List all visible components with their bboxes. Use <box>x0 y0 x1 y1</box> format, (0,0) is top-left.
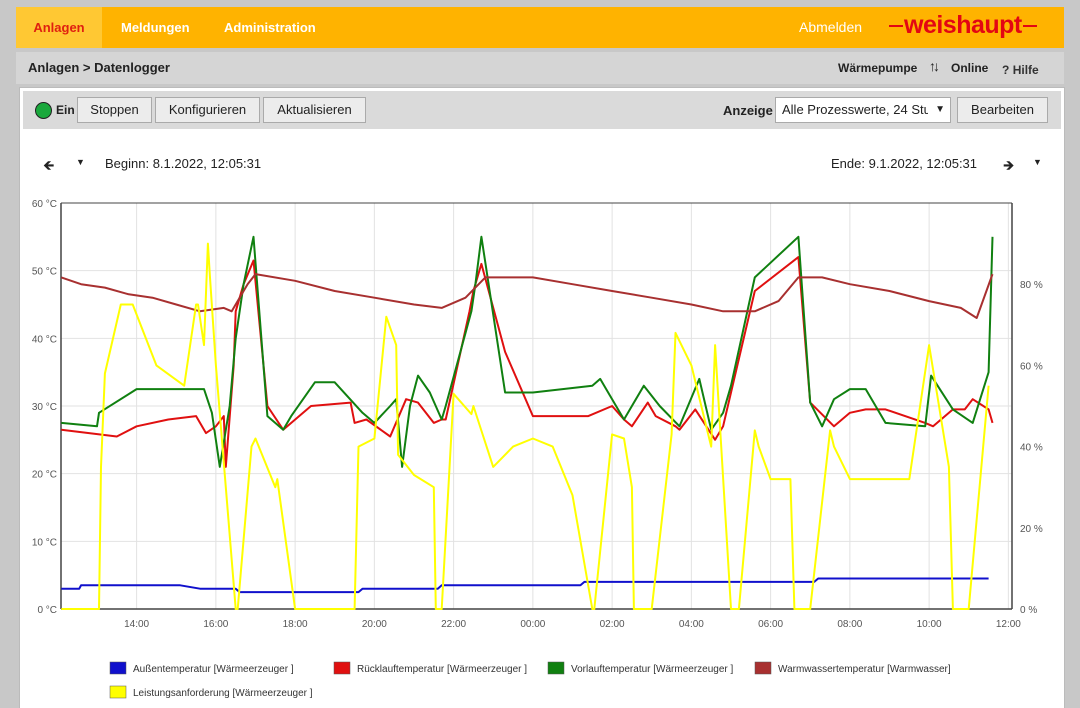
y-left-tick-label: 20 °C <box>32 470 57 481</box>
previous-menu-caret-icon[interactable]: ▼ <box>76 157 85 167</box>
breadcrumb: Anlagen > Datenlogger <box>28 60 170 75</box>
y-right-tick-label: 60 % <box>1020 361 1043 372</box>
series-line-4 <box>61 242 990 610</box>
y-left-tick-label: 30 °C <box>32 402 57 413</box>
x-tick-label: 00:00 <box>520 619 545 630</box>
display-select-value: Alle Prozesswerte, 24 Stunden <box>782 102 928 117</box>
y-right-tick-label: 0 % <box>1020 605 1037 616</box>
legend-swatch <box>109 685 127 699</box>
chart-axes: 14:00 16:00 18:00 20:00 22:00 00:00 02:00 04:00… <box>32 199 1043 630</box>
nav-meldungen[interactable]: Meldungen <box>121 20 190 35</box>
chart-legend: Außentemperatur [Wärmeerzeuger ] Rücklauf… <box>109 661 951 699</box>
display-select[interactable]: Alle Prozesswerte, 24 Stunden ▼ <box>775 97 951 123</box>
y-left-tick-label: 40 °C <box>32 334 57 345</box>
legend-swatch <box>547 661 565 675</box>
next-menu-caret-icon[interactable]: ▼ <box>1033 157 1042 167</box>
legend-label: Leistungsanforderung [Wärmeerzeuger ] <box>133 688 313 699</box>
question-mark-icon: ? <box>1002 63 1010 77</box>
legend-label: Vorlauftemperatur [Wärmeerzeuger ] <box>571 664 734 675</box>
update-button[interactable]: Aktualisieren <box>263 97 366 123</box>
logo-text: weishaupt <box>904 11 1022 39</box>
legend-swatch <box>333 661 351 675</box>
datalogger-panel: Ein Stoppen Konfigurieren Aktualisieren … <box>19 87 1065 708</box>
y-left-tick-label: 60 °C <box>32 199 57 210</box>
y-left-tick-label: 50 °C <box>32 267 57 278</box>
range-begin: Beginn: 8.1.2022, 12:05:31 <box>105 156 262 171</box>
help-label: Hilfe <box>1012 63 1039 77</box>
x-tick-label: 02:00 <box>600 619 625 630</box>
device-name: Wärmepumpe <box>838 61 918 75</box>
x-tick-label: 16:00 <box>203 619 228 630</box>
range-end: Ende: 9.1.2022, 12:05:31 <box>831 156 978 171</box>
series-line-3 <box>60 273 994 319</box>
series-line-0 <box>61 577 989 594</box>
y-right-tick-label: 80 % <box>1020 280 1043 291</box>
configure-button[interactable]: Konfigurieren <box>155 97 260 123</box>
next-arrow-icon[interactable]: 🡺 <box>1003 157 1015 173</box>
y-left-tick-label: 0 °C <box>37 605 57 616</box>
series-line-2 <box>61 235 994 468</box>
legend-label: Rücklauftemperatur [Wärmeerzeuger ] <box>357 664 527 675</box>
online-status: Online <box>951 61 989 75</box>
legend-swatch <box>109 661 127 675</box>
y-right-tick-label: 40 % <box>1020 443 1043 454</box>
x-tick-label: 18:00 <box>283 619 308 630</box>
chart-grid <box>61 203 1012 609</box>
toolbar: Ein Stoppen Konfigurieren Aktualisieren … <box>23 91 1061 129</box>
breadcrumb-bar: Anlagen > Datenlogger Wärmepumpe ↑↓ Onli… <box>16 52 1064 84</box>
y-left-tick-label: 10 °C <box>32 537 57 548</box>
logout-link[interactable]: Abmelden <box>799 19 863 35</box>
x-tick-label: 10:00 <box>917 619 942 630</box>
previous-arrow-icon[interactable]: 🡸 <box>43 157 55 173</box>
chart-series <box>60 235 994 610</box>
status-on-icon <box>35 102 52 119</box>
legend-label: Warmwassertemperatur [Warmwasser] <box>778 664 951 675</box>
x-tick-label: 22:00 <box>441 619 466 630</box>
weishaupt-logo: weishaupt <box>888 11 1038 43</box>
help-link[interactable]: ? Hilfe <box>1002 63 1039 77</box>
x-tick-label: 06:00 <box>758 619 783 630</box>
up-down-arrows-icon: ↑↓ <box>929 58 940 74</box>
caret-down-icon: ▼ <box>935 104 945 115</box>
edit-button[interactable]: Bearbeiten <box>957 97 1048 123</box>
display-label: Anzeige <box>723 103 773 118</box>
x-tick-label: 20:00 <box>362 619 387 630</box>
nav-administration[interactable]: Administration <box>224 20 316 35</box>
legend-swatch <box>754 661 772 675</box>
status-text: Ein <box>56 103 75 117</box>
stop-button[interactable]: Stoppen <box>77 97 152 123</box>
top-navigation: Anlagen Meldungen Administration Abmelde… <box>16 7 1064 48</box>
x-tick-label: 14:00 <box>124 619 149 630</box>
y-right-tick-label: 20 % <box>1020 524 1043 535</box>
nav-anlagen[interactable]: Anlagen <box>16 7 102 48</box>
x-tick-label: 08:00 <box>837 619 862 630</box>
legend-label: Außentemperatur [Wärmeerzeuger ] <box>133 664 294 675</box>
x-tick-label: 04:00 <box>679 619 704 630</box>
x-tick-label: 12:00 <box>996 619 1021 630</box>
